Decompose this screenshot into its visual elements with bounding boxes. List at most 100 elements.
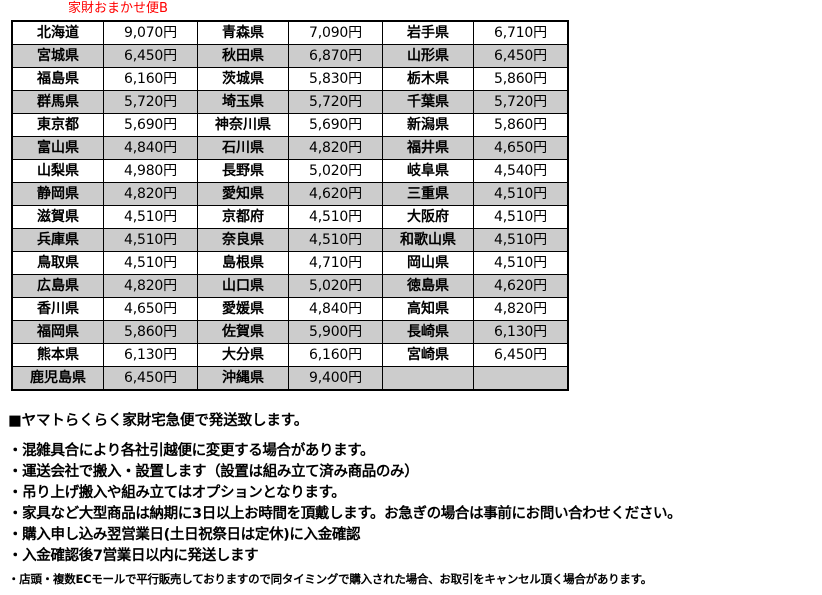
price-cell: 4,510円	[473, 182, 569, 206]
prefecture-cell: 岩手県	[382, 20, 474, 45]
table-row: 東京都 5,690円 神奈川県 5,690円 新潟県 5,860円	[11, 113, 569, 137]
prefecture-cell: 山梨県	[11, 159, 104, 183]
price-cell: 5,860円	[103, 320, 198, 344]
price-cell: 4,510円	[288, 228, 383, 252]
table-row: 静岡県 4,820円 愛知県 4,620円 三重県 4,510円	[11, 182, 569, 206]
shipping-fee-table: 北海道 9,070円 青森県 7,090円 岩手県 6,710円 宮城県 6,450円 秋田県 6…	[11, 20, 569, 391]
prefecture-cell: 栃木県	[382, 67, 474, 91]
price-cell	[473, 366, 569, 391]
prefecture-cell: 千葉県	[382, 90, 474, 114]
price-cell: 4,620円	[473, 274, 569, 298]
notes-heading: ■ヤマトらくらく家財宅急便で発送致します。	[8, 413, 309, 429]
table-row: 兵庫県 4,510円 奈良県 4,510円 和歌山県 4,510円	[11, 228, 569, 252]
price-cell: 6,710円	[473, 20, 569, 45]
price-cell: 7,090円	[288, 20, 383, 45]
prefecture-cell: 佐賀県	[197, 320, 289, 344]
prefecture-cell: 静岡県	[11, 182, 104, 206]
price-cell: 4,620円	[288, 182, 383, 206]
prefecture-cell: 京都府	[197, 205, 289, 229]
prefecture-cell	[382, 366, 474, 391]
price-cell: 5,900円	[288, 320, 383, 344]
price-cell: 4,510円	[103, 251, 198, 275]
prefecture-cell: 三重県	[382, 182, 474, 206]
price-cell: 4,650円	[103, 297, 198, 321]
prefecture-cell: 和歌山県	[382, 228, 474, 252]
prefecture-cell: 神奈川県	[197, 113, 289, 137]
price-cell: 6,450円	[103, 366, 198, 391]
price-cell: 9,070円	[103, 20, 198, 45]
price-cell: 4,510円	[288, 205, 383, 229]
table-row: 香川県 4,650円 愛媛県 4,840円 高知県 4,820円	[11, 297, 569, 321]
notes-list: ・混雑具合により各社引越便に変更する場合があります。・運送会社で搬入・設置します…	[8, 441, 820, 567]
prefecture-cell: 岡山県	[382, 251, 474, 275]
note-line: ・購入申し込み翌営業日(土日祝祭日は定休)に入金確認	[8, 527, 361, 543]
prefecture-cell: 兵庫県	[11, 228, 104, 252]
prefecture-cell: 愛媛県	[197, 297, 289, 321]
price-cell: 6,870円	[288, 44, 383, 68]
prefecture-cell: 山口県	[197, 274, 289, 298]
price-cell: 5,720円	[288, 90, 383, 114]
prefecture-cell: 島根県	[197, 251, 289, 275]
price-cell: 4,820円	[103, 274, 198, 298]
table-row: 山梨県 4,980円 長野県 5,020円 岐阜県 4,540円	[11, 159, 569, 183]
price-cell: 6,450円	[473, 343, 569, 367]
price-cell: 4,820円	[473, 297, 569, 321]
prefecture-cell: 広島県	[11, 274, 104, 298]
prefecture-cell: 長野県	[197, 159, 289, 183]
table-row: 熊本県 6,130円 大分県 6,160円 宮崎県 6,450円	[11, 343, 569, 367]
price-cell: 4,510円	[473, 205, 569, 229]
price-cell: 4,820円	[103, 182, 198, 206]
table-row: 福岡県 5,860円 佐賀県 5,900円 長崎県 6,130円	[11, 320, 569, 344]
prefecture-cell: 熊本県	[11, 343, 104, 367]
prefecture-cell: 青森県	[197, 20, 289, 45]
shipping-fee-table-body: 北海道 9,070円 青森県 7,090円 岩手県 6,710円 宮城県 6,450円 秋田県 6…	[11, 20, 569, 391]
prefecture-cell: 福岡県	[11, 320, 104, 344]
prefecture-cell: 群馬県	[11, 90, 104, 114]
price-cell: 5,020円	[288, 159, 383, 183]
price-cell: 4,710円	[288, 251, 383, 275]
shipping-fee-table-container: 北海道 9,070円 青森県 7,090円 岩手県 6,710円 宮城県 6,450円 秋田県 6…	[11, 20, 569, 391]
price-cell: 4,510円	[473, 228, 569, 252]
prefecture-cell: 沖縄県	[197, 366, 289, 391]
prefecture-cell: 岐阜県	[382, 159, 474, 183]
price-cell: 9,400円	[288, 366, 383, 391]
price-cell: 5,860円	[473, 113, 569, 137]
prefecture-cell: 徳島県	[382, 274, 474, 298]
table-row: 富山県 4,840円 石川県 4,820円 福井県 4,650円	[11, 136, 569, 160]
price-cell: 4,840円	[103, 136, 198, 160]
price-cell: 4,980円	[103, 159, 198, 183]
price-cell: 6,160円	[288, 343, 383, 367]
price-cell: 5,690円	[288, 113, 383, 137]
notes-fine-print: ・店頭・複数ECモールで平行販売しておりますので同タイミングで購入された場合、お…	[8, 572, 652, 586]
price-cell: 4,510円	[473, 251, 569, 275]
prefecture-cell: 香川県	[11, 297, 104, 321]
note-line: ・運送会社で搬入・設置します（設置は組み立て済み商品のみ）	[8, 464, 419, 480]
prefecture-cell: 鹿児島県	[11, 366, 104, 391]
prefecture-cell: 福井県	[382, 136, 474, 160]
page-title: 家財おまかせ便B	[68, 1, 168, 16]
note-line: ・混雑具合により各社引越便に変更する場合があります。	[8, 443, 375, 459]
price-cell: 6,450円	[473, 44, 569, 68]
prefecture-cell: 茨城県	[197, 67, 289, 91]
prefecture-cell: 富山県	[11, 136, 104, 160]
prefecture-cell: 宮崎県	[382, 343, 474, 367]
price-cell: 4,510円	[103, 228, 198, 252]
prefecture-cell: 長崎県	[382, 320, 474, 344]
price-cell: 5,690円	[103, 113, 198, 137]
prefecture-cell: 山形県	[382, 44, 474, 68]
table-row: 広島県 4,820円 山口県 5,020円 徳島県 4,620円	[11, 274, 569, 298]
price-cell: 5,020円	[288, 274, 383, 298]
prefecture-cell: 滋賀県	[11, 205, 104, 229]
prefecture-cell: 東京都	[11, 113, 104, 137]
prefecture-cell: 奈良県	[197, 228, 289, 252]
price-cell: 6,450円	[103, 44, 198, 68]
prefecture-cell: 埼玉県	[197, 90, 289, 114]
prefecture-cell: 福島県	[11, 67, 104, 91]
table-row: 鹿児島県 6,450円 沖縄県 9,400円	[11, 366, 569, 391]
prefecture-cell: 愛知県	[197, 182, 289, 206]
table-row: 滋賀県 4,510円 京都府 4,510円 大阪府 4,510円	[11, 205, 569, 229]
prefecture-cell: 大阪府	[382, 205, 474, 229]
table-row: 宮城県 6,450円 秋田県 6,870円 山形県 6,450円	[11, 44, 569, 68]
prefecture-cell: 秋田県	[197, 44, 289, 68]
